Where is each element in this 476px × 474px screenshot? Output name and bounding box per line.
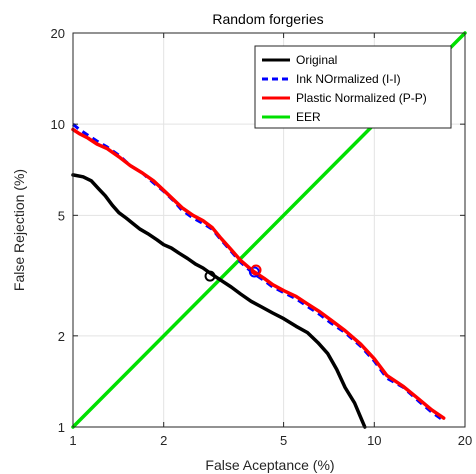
- series-line-plastic-normalized-p-p: [71, 127, 446, 420]
- y-tick-label: 20: [51, 26, 65, 41]
- legend-label-plastic-normalized-p-p: Plastic Normalized (P-P): [296, 91, 427, 105]
- y-tick-label: 1: [58, 420, 65, 435]
- y-axis-label: False Rejection (%): [11, 169, 27, 291]
- x-tick-label: 20: [458, 433, 472, 448]
- x-tick-label: 2: [160, 433, 167, 448]
- legend-label-ink-normalized-i-i: Ink NOrmalized (I-I): [296, 72, 401, 86]
- eer-marker-ink-normalized-i-i: [248, 266, 260, 278]
- x-tick-label: 5: [280, 433, 287, 448]
- eer-marker-plastic-normalized-p-p: [250, 264, 262, 276]
- chart-title: Random forgeries: [212, 11, 323, 27]
- x-tick-label: 10: [367, 433, 381, 448]
- series-line-original: [71, 173, 367, 429]
- plot-frame: [72, 32, 466, 428]
- legend-label-eer: EER: [296, 110, 321, 124]
- y-tick-label: 2: [58, 329, 65, 344]
- y-axis: 1 2 5 10 20: [51, 26, 465, 435]
- x-axis: 1 2 5 10 20: [69, 33, 472, 448]
- y-tick-label: 10: [51, 117, 65, 132]
- x-tick-label: 1: [69, 433, 76, 448]
- eer-markers: [204, 264, 262, 282]
- legend-label-original: Original: [296, 53, 337, 67]
- legend: Original Ink NOrmalized (I-I) Plastic Norm…: [254, 45, 452, 129]
- y-tick-label: 5: [58, 208, 65, 223]
- x-axis-label: False Aceptance (%): [205, 457, 334, 473]
- eer-marker-original: [204, 270, 216, 282]
